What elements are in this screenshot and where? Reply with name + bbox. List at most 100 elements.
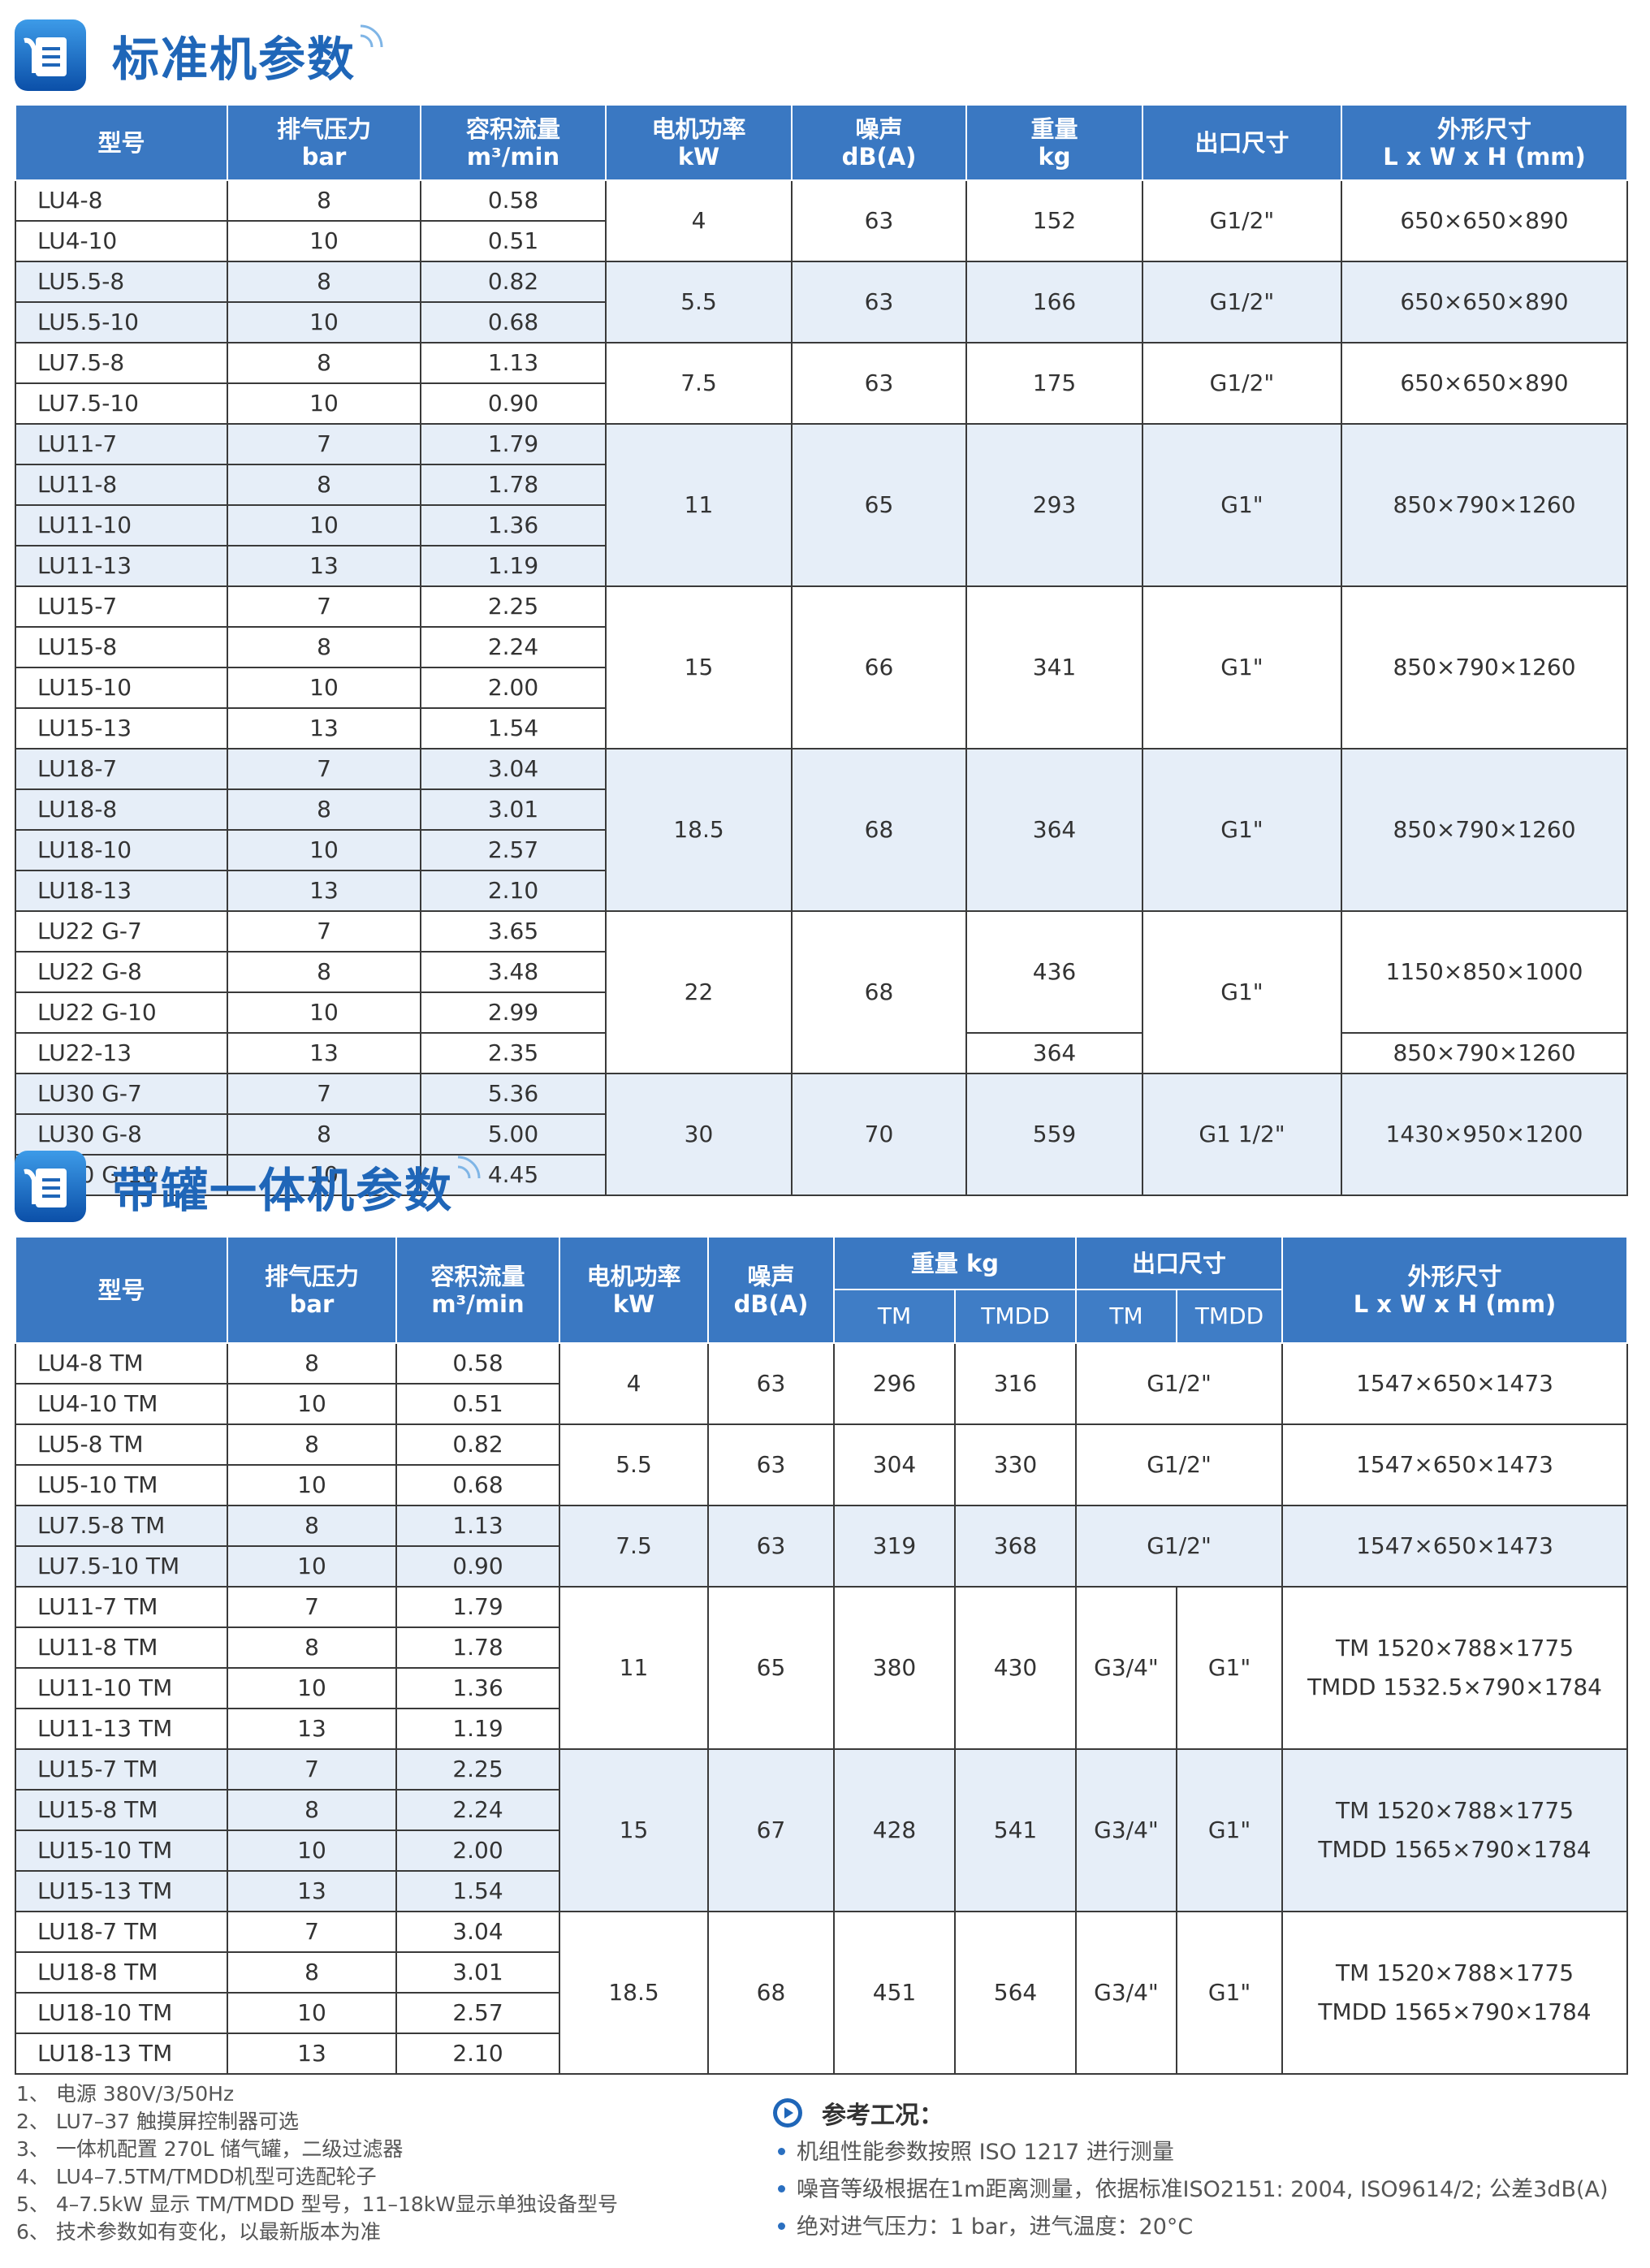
model-cell: LU5.5-8	[15, 261, 228, 303]
data-row: LU7.5-10 10 0.90	[15, 382, 1627, 425]
weight-tmdd-cell: 541	[954, 1748, 1077, 1912]
header-cell: 噪声 dB(A)	[791, 106, 967, 181]
model-cell: LU18-7 TM	[15, 1911, 228, 1953]
outlet-cell: G3/4"	[1075, 1586, 1177, 1750]
model-cell: LU11-8	[15, 464, 228, 506]
data-row: LU22 G-10 10 2.99	[15, 991, 1627, 1034]
pressure-cell: 7	[227, 1586, 397, 1628]
weight-tmdd-cell: 316	[954, 1342, 1077, 1425]
cell-text: 容积流量	[465, 114, 560, 143]
pressure-cell: 13	[227, 1708, 397, 1750]
data-row: LU15-8 TM 8 2.24	[15, 1789, 1627, 1831]
power-cell: 5.5	[559, 1423, 709, 1506]
cell-text: TMDD 1532.5×790×1784	[1307, 1674, 1602, 1700]
flow-cell: 0.82	[420, 261, 607, 303]
data-row: LU11-8 TM 8 1.78	[15, 1626, 1627, 1669]
dims-cell: 1547×650×1473	[1281, 1423, 1629, 1506]
play-icon	[773, 2098, 802, 2128]
power-cell: 4	[559, 1342, 709, 1425]
model-cell: LU15-10	[15, 667, 228, 709]
data-row: LU18-13 TM 13 2.10	[15, 2033, 1627, 2075]
pressure-cell: 8	[227, 1423, 397, 1466]
flow-cell: 2.10	[420, 870, 607, 912]
weight-tmdd-cell: 330	[954, 1423, 1077, 1506]
header-cell: 容积流量 m³/min	[395, 1238, 560, 1344]
note: 1、 电源 380V/3/50Hz	[16, 2082, 235, 2106]
section-title: 标准机参数	[112, 32, 356, 87]
dims-cell: 1547×650×1473	[1281, 1505, 1629, 1588]
flow-cell: 0.58	[395, 1342, 560, 1385]
sub-header-cell: TM	[833, 1290, 956, 1344]
flow-cell: 5.00	[420, 1113, 607, 1156]
cell-text: 外形尺寸	[1407, 1262, 1502, 1290]
dims-cell: TM 1520×788×1775 TMDD 1532.5×790×1784	[1281, 1586, 1629, 1750]
flow-cell: 2.10	[395, 2033, 560, 2075]
weight-tm-cell: 304	[833, 1423, 956, 1506]
section-header: 带罐一体机参数	[13, 1147, 486, 1225]
section-icon	[15, 1151, 86, 1222]
data-row: LU5.5-10 10 0.68	[15, 301, 1627, 343]
data-row: LU15-7 7 2.25 15 66 341 G1" 850×790×1260	[15, 585, 1628, 750]
data-row: LU18-10 10 2.57	[15, 829, 1627, 871]
weight-cell: 175	[965, 342, 1143, 425]
data-row: LU18-7 TM 7 3.04 18.5 68 451 564 G3/4" G1" TM 152…	[15, 1911, 1629, 2075]
weight-cell: 166	[965, 261, 1143, 343]
dims-cell: 1547×650×1473	[1281, 1342, 1629, 1425]
model-cell: LU18-13 TM	[15, 2033, 228, 2075]
pressure-cell: 8	[227, 788, 421, 831]
cell-text: 重量 kg	[910, 1249, 1000, 1277]
cell-text: TM 1520×788×1775	[1335, 1959, 1574, 1986]
model-cell: LU11-13 TM	[15, 1708, 228, 1750]
note: 5、 4–7.5kW 显示 TM/TMDD 型号，11–18kW显示单独设备型号	[16, 2192, 618, 2216]
signal-arcs	[360, 24, 383, 48]
flow-cell: 2.25	[395, 1748, 560, 1791]
outlet-cell: G1/2"	[1074, 1423, 1284, 1506]
noise-cell: 68	[707, 1911, 835, 2075]
dims-cell: TM 1520×788×1775 TMDD 1565×790×1784	[1281, 1748, 1629, 1912]
sub-header-cell: TMDD	[1175, 1290, 1284, 1344]
outlet-cell: G1/2"	[1074, 1505, 1284, 1588]
flow-cell: 2.57	[395, 1992, 560, 2034]
noise-cell: 66	[791, 585, 967, 750]
data-row: LU18-8 TM 8 3.01	[15, 1951, 1627, 1994]
pressure-cell: 13	[227, 1032, 421, 1074]
model-cell: LU4-10	[15, 220, 228, 262]
pressure-cell: 13	[227, 1870, 397, 1912]
cell-text: kW	[677, 142, 720, 171]
data-row: LU15-10 TM 10 2.00	[15, 1830, 1627, 1872]
note: 2、 LU7–37 触摸屏控制器可选	[16, 2110, 299, 2133]
flow-cell: 1.79	[420, 423, 607, 465]
noise-cell: 63	[707, 1342, 835, 1425]
data-row: LU15-7 TM 7 2.25 15 67 428 541 G3/4" G1" TM 1520×…	[15, 1748, 1629, 1912]
dims-cell: 650×650×890	[1341, 179, 1628, 262]
cell-text: m³/min	[431, 1290, 525, 1318]
cell-text: 1547×650×1473	[1356, 1532, 1553, 1559]
pressure-cell: 10	[227, 1992, 397, 2034]
pressure-cell: 7	[227, 1748, 397, 1791]
flow-cell: 2.24	[420, 626, 607, 668]
model-cell: LU15-13 TM	[15, 1870, 228, 1912]
weight-tm-cell: 428	[833, 1748, 956, 1912]
weight-tm-cell: 380	[833, 1586, 956, 1750]
flow-cell: 0.51	[420, 220, 607, 262]
weight-cell: 152	[965, 179, 1143, 262]
data-row: LU4-8 TM 8 0.58 4 63 296 316 G1/2" 1547×650×1473	[15, 1342, 1629, 1425]
noise-cell: 70	[791, 1073, 967, 1196]
cell-text: 出口尺寸	[1132, 1249, 1227, 1277]
pressure-cell: 10	[227, 1545, 397, 1588]
cell-text: 1547×650×1473	[1356, 1370, 1553, 1397]
data-row: LU4-8 8 0.58 4 63 152 G1/2" 650×650×890	[15, 179, 1628, 262]
model-cell: LU5-8 TM	[15, 1423, 228, 1466]
weight-tmdd-cell: 368	[954, 1505, 1077, 1588]
pressure-cell: 7	[227, 423, 421, 465]
flow-cell: 1.19	[420, 545, 607, 587]
flow-cell: 2.24	[395, 1789, 560, 1831]
note: 6、 技术参数如有变化，以最新版本为准	[16, 2220, 381, 2244]
model-cell: LU5-10 TM	[15, 1464, 228, 1506]
data-row: LU5.5-8 8 0.82 5.5 63 166 G1/2" 650×650×890	[15, 261, 1628, 343]
cell-text: 1547×650×1473	[1356, 1451, 1553, 1478]
power-cell: 7.5	[559, 1505, 709, 1588]
reference-item: 绝对进气压力：1 bar，进气温度：20°C	[771, 2209, 1609, 2246]
noise-cell: 65	[707, 1586, 835, 1750]
power-cell: 30	[605, 1073, 793, 1196]
